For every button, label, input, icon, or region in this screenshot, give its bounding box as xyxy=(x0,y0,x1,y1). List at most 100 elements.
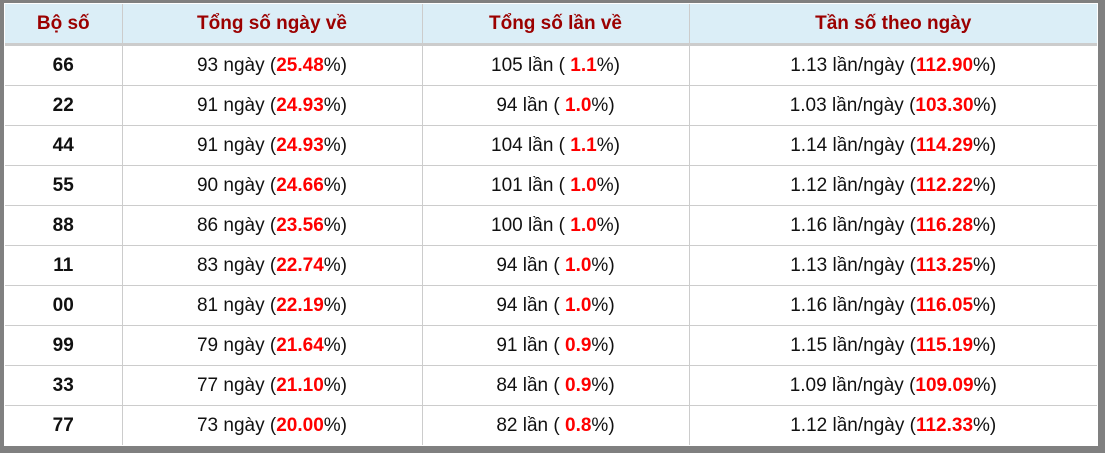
lan-cell: 91 lần ( 0.9%) xyxy=(421,325,689,366)
ngay-cell: 91 ngày (24.93%) xyxy=(121,125,422,166)
lan-value: 91 xyxy=(496,334,518,356)
lan-value: 84 xyxy=(496,374,518,396)
tan-so-percent: 113.25 xyxy=(915,254,974,276)
tan-so-unit: lần/ngày xyxy=(831,374,904,396)
lan-value: 94 xyxy=(496,254,518,276)
lan-cell: 82 lần ( 0.8%) xyxy=(421,405,689,445)
header-tong-so-lan-ve: Tổng số lần về xyxy=(421,4,689,46)
lan-value: 100 xyxy=(491,214,523,236)
lan-unit: lần xyxy=(528,54,554,76)
ngay-unit: ngày xyxy=(223,254,265,276)
stats-table: Bộ số Tổng số ngày về Tổng số lần về Tần… xyxy=(5,4,1097,445)
tan-so-cell: 1.12 lần/ngày (112.33%) xyxy=(688,405,1097,445)
lan-cell: 94 lần ( 1.0%) xyxy=(421,85,689,126)
tan-so-percent: 112.90 xyxy=(915,54,974,76)
bo-so-cell: 11 xyxy=(5,245,122,286)
ngay-value: 90 xyxy=(196,174,219,196)
tan-so-value: 1.12 xyxy=(790,414,828,436)
lan-unit: lần xyxy=(522,294,549,316)
tan-so-percent: 112.22 xyxy=(915,174,974,196)
tan-so-percent: 116.05 xyxy=(915,294,974,316)
table-row: 22 91 ngày (24.93%) 94 lần ( 1.0%) 1.03 lần… xyxy=(5,85,1097,126)
tan-so-value: 1.15 xyxy=(790,334,828,356)
header-tan-so-theo-ngay: Tần số theo ngày xyxy=(688,4,1097,46)
ngay-unit: ngày xyxy=(223,174,265,196)
ngay-percent: 24.93 xyxy=(276,94,324,116)
tan-so-unit: lần/ngày xyxy=(832,174,905,196)
ngay-cell: 91 ngày (24.93%) xyxy=(121,85,422,126)
table-row: 44 91 ngày (24.93%) 104 lần ( 1.1%) 1.14 lầ… xyxy=(5,125,1097,166)
tan-so-cell: 1.16 lần/ngày (116.05%) xyxy=(688,285,1097,326)
ngay-percent: 22.74 xyxy=(276,254,324,276)
lan-unit: lần xyxy=(522,254,549,276)
ngay-unit: ngày xyxy=(223,414,265,436)
lan-unit: lần xyxy=(522,94,549,116)
bo-so-cell: 66 xyxy=(5,44,122,86)
lan-value: 101 xyxy=(491,174,523,196)
bo-so-cell: 22 xyxy=(5,85,122,126)
tan-so-percent: 116.28 xyxy=(915,214,974,236)
lan-value: 94 xyxy=(496,94,518,116)
tan-so-cell: 1.09 lần/ngày (109.09%) xyxy=(688,365,1097,406)
tan-so-percent: 103.30 xyxy=(915,94,974,116)
bo-so-cell: 77 xyxy=(52,414,74,436)
lan-cell: 94 lần ( 1.0%) xyxy=(421,245,689,286)
bo-so-cell: 55 xyxy=(5,165,122,206)
tan-so-unit: lần/ngày xyxy=(832,414,905,436)
ngay-unit: ngày xyxy=(223,294,265,316)
ngay-value: 86 xyxy=(196,214,219,236)
lan-percent: 1.0 xyxy=(570,174,597,196)
lan-unit: lần xyxy=(522,334,549,356)
ngay-value: 83 xyxy=(196,254,219,276)
lan-percent: 1.0 xyxy=(570,214,597,236)
tan-so-percent: 114.29 xyxy=(915,134,974,156)
tan-so-value: 1.14 xyxy=(790,134,828,156)
lan-cell: 100 lần ( 1.0%) xyxy=(421,205,689,246)
lan-value: 94 xyxy=(496,294,518,316)
lan-percent: 0.9 xyxy=(565,374,592,396)
tan-so-unit: lần/ngày xyxy=(832,254,905,276)
tan-so-value: 1.13 xyxy=(790,254,828,276)
tan-so-cell: 1.13 lần/ngày (113.25%) xyxy=(688,245,1097,286)
ngay-cell: 90 ngày (24.66%) xyxy=(121,165,422,206)
lan-percent: 1.0 xyxy=(565,294,592,316)
lan-percent: 1.0 xyxy=(565,254,592,276)
table-row: 33 77 ngày (21.10%) 84 lần ( 0.9%) 1.09 lần… xyxy=(5,365,1097,406)
table-row: 88 86 ngày (23.56%) 100 lần ( 1.0%) 1.16 lầ… xyxy=(5,205,1097,246)
ngay-percent: 25.48 xyxy=(276,54,324,76)
tan-so-percent: 115.19 xyxy=(915,334,974,356)
tan-so-cell: 1.14 lần/ngày (114.29%) xyxy=(688,125,1097,166)
lan-unit: lần xyxy=(528,174,554,196)
tan-so-unit: lần/ngày xyxy=(832,54,905,76)
lan-unit: lần xyxy=(528,134,554,156)
bo-so-cell: 44 xyxy=(5,125,122,166)
table-row: 11 83 ngày (22.74%) 94 lần ( 1.0%) 1.13 lần… xyxy=(5,245,1097,286)
ngay-value: 91 xyxy=(196,94,219,116)
lan-cell: 104 lần ( 1.1%) xyxy=(421,125,689,166)
lan-unit: lần xyxy=(522,374,549,396)
tan-so-cell: 1.12 lần/ngày (112.22%) xyxy=(688,165,1097,206)
ngay-unit: ngày xyxy=(223,134,265,156)
ngay-unit: ngày xyxy=(223,214,265,236)
lan-cell: 105 lần ( 1.1%) xyxy=(421,44,689,86)
ngay-value: 93 xyxy=(196,54,219,76)
ngay-value: 77 xyxy=(196,374,219,396)
ngay-cell: 77 ngày (21.10%) xyxy=(121,365,422,406)
lan-percent: 0.8 xyxy=(565,414,592,436)
tan-so-unit: lần/ngày xyxy=(832,134,905,156)
ngay-percent: 21.64 xyxy=(276,334,324,356)
bo-so-cell: 99 xyxy=(5,325,122,366)
table-row: 55 90 ngày (24.66%) 101 lần ( 1.0%) 1.12 lầ… xyxy=(5,165,1097,206)
lan-value: 104 xyxy=(491,134,523,156)
table-row: 77 73 ngày (20.00%) 82 lần ( 0.8%) 1.12 lần… xyxy=(5,405,1097,445)
ngay-percent: 23.56 xyxy=(276,214,324,236)
lan-unit: lần xyxy=(522,414,549,436)
ngay-unit: ngày xyxy=(223,374,265,396)
tan-so-value: 1.16 xyxy=(790,214,828,236)
ngay-value: 73 xyxy=(196,414,219,436)
ngay-cell: 83 ngày (22.74%) xyxy=(121,245,422,286)
ngay-value: 79 xyxy=(196,334,219,356)
ngay-percent: 21.10 xyxy=(276,374,324,396)
ngay-unit: ngày xyxy=(223,94,265,116)
table-row: 66 93 ngày (25.48%) 105 lần ( 1.1%) 1.13 lầ… xyxy=(5,44,1097,86)
